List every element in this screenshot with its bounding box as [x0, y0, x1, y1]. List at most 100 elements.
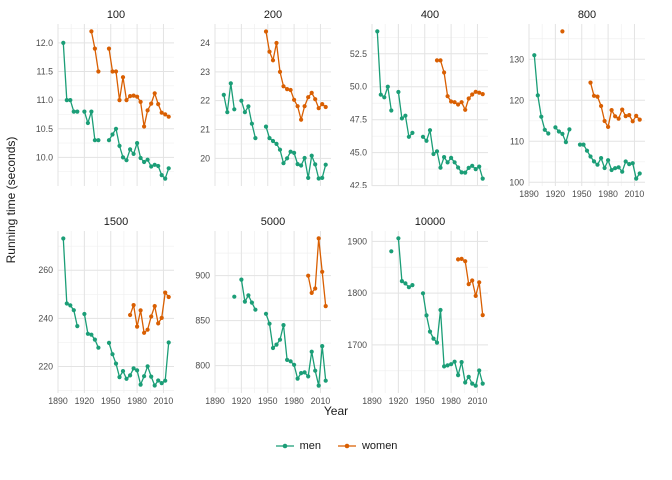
y-tick-label: 47.5 [350, 115, 367, 125]
y-tick-label: 800 [195, 361, 210, 371]
men-point [627, 162, 632, 167]
facet-row-1: 100 12.0 11.5 11.0 10.5 10.0 200 24 23 22 21 20 400 5… [22, 6, 650, 205]
men-point [309, 349, 314, 354]
men-point [602, 165, 607, 171]
facet-100-chart: 100 12.0 11.5 11.0 10.5 10.0 [36, 9, 174, 186]
y-tick-label: 260 [38, 265, 53, 275]
men-point [316, 383, 321, 388]
panel [214, 24, 331, 186]
x-tick-label: 1890 [519, 189, 539, 199]
men-point [299, 371, 304, 376]
men-point [92, 138, 97, 143]
men-point [288, 359, 293, 364]
men-point [466, 165, 471, 170]
women-point [609, 108, 614, 113]
women-point [117, 98, 122, 103]
men-point [403, 113, 408, 118]
men-point [249, 300, 254, 305]
men-point [434, 149, 440, 154]
women-point [466, 282, 471, 287]
women-point [166, 294, 171, 300]
men-point [459, 170, 464, 175]
men-point [323, 378, 328, 383]
men-point [142, 374, 147, 379]
men-point [584, 148, 590, 153]
men-point [163, 378, 168, 383]
men-point [389, 249, 394, 254]
men-point [82, 311, 87, 317]
y-tick-label: 42.5 [350, 181, 367, 188]
men-point [470, 381, 475, 386]
men-point [128, 373, 133, 378]
women-point [163, 112, 168, 117]
legend-point [344, 443, 350, 449]
women-point [599, 103, 604, 109]
men-point [420, 134, 426, 139]
men-point [110, 132, 115, 137]
men-point [553, 125, 558, 130]
men-point [403, 281, 408, 286]
men-point [431, 151, 436, 157]
women-point [313, 97, 318, 102]
men-point [406, 285, 411, 290]
men-point [320, 175, 325, 180]
women-point [295, 104, 300, 109]
facet-title: 1500 [104, 216, 128, 228]
women-point [591, 93, 597, 98]
women-point [145, 327, 150, 332]
women-point [473, 293, 478, 298]
men-point [61, 236, 66, 241]
women-point [263, 29, 269, 34]
women-point [459, 256, 464, 261]
women-point [452, 100, 457, 105]
x-tick-label: 1980 [598, 189, 618, 199]
men-point [563, 140, 568, 145]
panel [371, 231, 488, 393]
men-point [285, 357, 290, 362]
women-point [470, 92, 475, 97]
men-point [410, 283, 415, 288]
men-point [406, 134, 411, 139]
y-tick-label: 22 [200, 96, 210, 106]
women-point [456, 257, 461, 262]
women-point [316, 106, 321, 111]
men-point [85, 331, 90, 336]
women-point [313, 286, 318, 291]
women-point [463, 107, 468, 112]
men-point [149, 374, 154, 379]
legend-item-men: men [275, 440, 321, 452]
men-point [281, 161, 286, 166]
men-point [68, 303, 73, 308]
facet-5000: 5000 900 850 800 1890 1920 1950 1980 2010 [179, 213, 336, 412]
men-point [120, 155, 126, 160]
men-point [285, 156, 290, 161]
x-tick-label: 2010 [468, 396, 488, 406]
men-point [71, 308, 76, 313]
men-point [135, 368, 140, 373]
men-point [630, 161, 635, 166]
men-point [556, 129, 561, 134]
men-point [263, 124, 269, 129]
men-point [292, 362, 297, 367]
men-point [480, 381, 485, 386]
men-point [459, 360, 464, 365]
men-point [396, 236, 401, 241]
men-point [616, 165, 621, 170]
men-point [588, 154, 593, 159]
men-point [442, 364, 447, 369]
panel [528, 24, 645, 186]
women-line [129, 291, 170, 335]
women-point [627, 113, 632, 118]
men-point [253, 136, 258, 141]
men-point [456, 373, 461, 378]
women-point [606, 124, 611, 129]
men-point [295, 376, 300, 381]
men-point [288, 149, 293, 154]
women-point [456, 102, 461, 107]
men-point [117, 375, 122, 380]
men-point [295, 162, 300, 167]
women-point [442, 70, 447, 75]
panel [214, 231, 331, 393]
facet-title: 5000 [261, 216, 285, 228]
legend-item-women: women [337, 440, 397, 452]
